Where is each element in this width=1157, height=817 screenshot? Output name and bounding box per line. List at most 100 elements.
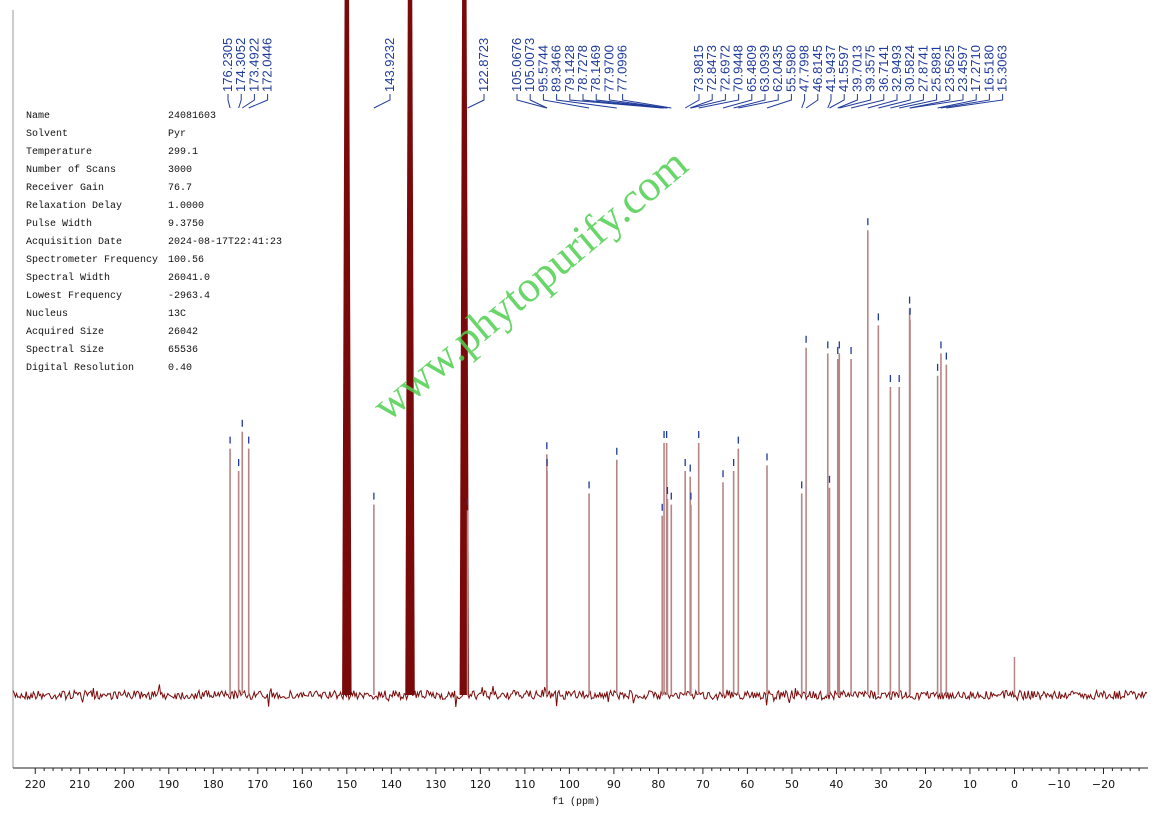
parameter-row: Receiver Gain 76.7 [26, 180, 282, 198]
peak-label-leader [529, 94, 548, 109]
peak-label-leader [516, 94, 547, 109]
parameter-value: 76.7 [168, 183, 193, 194]
parameter-row: Number of Scans 3000 [26, 162, 282, 180]
parameter-name: Acquisition Date [26, 237, 123, 248]
parameter-row: Spectral Size 65536 [26, 342, 282, 360]
x-tick-label: 150 [336, 778, 357, 791]
peak-label: 25.8981 [929, 45, 944, 92]
parameter-name: Digital Resolution [26, 363, 135, 374]
x-tick-label: 90 [607, 778, 621, 791]
parameter-value: 299.1 [168, 147, 199, 158]
peak-label: 77.0996 [615, 45, 630, 92]
x-tick-label: 160 [292, 778, 313, 791]
parameter-value: 100.56 [168, 255, 205, 266]
peak-label: 16.5180 [981, 45, 996, 92]
parameter-name: Name [26, 111, 51, 122]
peak-label-leader [248, 94, 269, 109]
parameter-value: 1.0000 [168, 201, 205, 212]
parameter-value: 3000 [168, 165, 193, 176]
peak-label: 39.3575 [863, 45, 878, 92]
spectrum-baseline-trace [12, 684, 1148, 708]
parameter-name: Spectral Size [26, 345, 105, 356]
peak-label-leader [690, 94, 726, 109]
peak-label-leader [684, 94, 700, 109]
parameter-row: Name 24081603 [26, 108, 282, 126]
peak-label: 23.5625 [942, 45, 957, 92]
x-tick-label: 190 [158, 778, 179, 791]
peak-label-leader [827, 94, 832, 109]
peak-label: 173.4922 [246, 38, 261, 92]
peak-label-leader [829, 94, 845, 109]
peak-label-leader [622, 94, 672, 109]
solvent-peak [405, 0, 415, 696]
x-tick-label: 170 [247, 778, 268, 791]
peak-label: 32.9493 [889, 45, 904, 92]
x-tick-label: 100 [559, 778, 580, 791]
parameter-row: Acquired Size 26042 [26, 324, 282, 342]
peak-label: 27.8741 [915, 45, 930, 92]
peak-label: 62.0435 [770, 45, 785, 92]
parameter-value: 0.40 [168, 363, 193, 374]
peak-label: 55.5980 [783, 45, 798, 92]
peak-label: 72.6972 [717, 45, 732, 92]
x-tick-label: 60 [740, 778, 754, 791]
peak-label-leader [940, 94, 990, 109]
parameter-name: Acquired Size [26, 327, 105, 338]
peak-label: 143.9232 [382, 38, 397, 92]
peak-label: 72.8473 [704, 45, 719, 92]
parameter-name: Relaxation Delay [26, 201, 123, 212]
parameter-name: Solvent [26, 129, 69, 140]
parameter-value: 24081603 [168, 111, 217, 122]
parameter-name: Lowest Frequency [26, 291, 123, 302]
x-tick-label: 110 [514, 778, 535, 791]
peak-label: 78.1469 [588, 45, 603, 92]
peak-label-leader [733, 94, 766, 109]
x-tick-label: 70 [696, 778, 710, 791]
solvent-peak [459, 0, 470, 696]
parameter-name: Temperature [26, 147, 93, 158]
peak-label-leader [582, 94, 665, 109]
peak-label-leader [839, 94, 872, 109]
x-tick-label: 20 [918, 778, 932, 791]
parameter-name: Number of Scans [26, 165, 117, 176]
x-tick-label: 40 [829, 778, 843, 791]
peak-label-leader [569, 94, 663, 109]
peak-label: 15.3063 [995, 45, 1010, 92]
parameter-name: Spectral Width [26, 273, 111, 284]
peak-label: 36.7141 [876, 45, 891, 92]
peak-label-leader [241, 94, 255, 109]
parameter-value: Pyr [168, 129, 187, 140]
peak-label-leader [556, 94, 617, 109]
peak-label: 70.9448 [731, 45, 746, 92]
x-tick-label: 130 [425, 778, 446, 791]
parameter-row: Relaxation Delay 1.0000 [26, 198, 282, 216]
x-axis-label: f1 (ppm) [552, 796, 600, 808]
peak-label: 73.9815 [691, 45, 706, 92]
parameter-name: Pulse Width [26, 219, 93, 230]
peak-label-leader [878, 94, 911, 109]
x-tick-label: 200 [114, 778, 135, 791]
peak-label: 105.0073 [522, 38, 537, 92]
peak-label: 39.7013 [849, 45, 864, 92]
parameter-row: Pulse Width 9.3750 [26, 216, 282, 234]
parameter-row: Spectral Width 26041.0 [26, 270, 282, 288]
parameter-row: Temperature 299.1 [26, 144, 282, 162]
parameter-row: Solvent Pyr [26, 126, 282, 144]
x-tick-label: 50 [785, 778, 799, 791]
peak-label-leader [738, 94, 779, 109]
peak-label-leader [722, 94, 753, 109]
parameter-row: Acquisition Date 2024-08-17T22:41:23 [26, 234, 282, 252]
parameter-value: 65536 [168, 345, 199, 356]
peak-label-leader [899, 94, 938, 109]
parameter-value: 13C [168, 309, 187, 320]
parameter-row: Spectrometer Frequency 100.56 [26, 252, 282, 270]
parameter-value: -2963.4 [168, 291, 211, 302]
peak-label-leader [542, 94, 590, 109]
peak-label: 77.9700 [601, 45, 616, 92]
x-tick-label: −20 [1092, 778, 1115, 791]
peak-label-leader [608, 94, 668, 109]
peak-label-leader [909, 94, 964, 109]
peak-label: 63.0939 [757, 45, 772, 92]
